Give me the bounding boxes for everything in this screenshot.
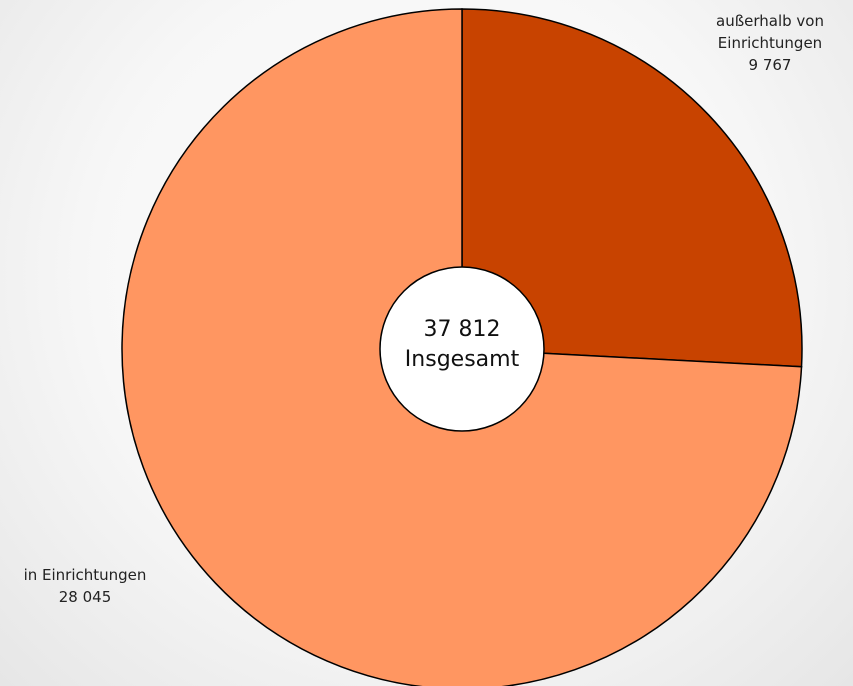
value-label: 9 767 xyxy=(748,56,792,74)
center-total: 37 812 xyxy=(423,317,501,342)
slice-label: in Einrichtungen 28 045 xyxy=(5,564,165,608)
center-caption: Insgesamt xyxy=(404,347,520,372)
category-label: in Einrichtungen xyxy=(23,566,147,584)
category-label: außerhalb von Einrichtungen xyxy=(716,12,824,52)
center-hole xyxy=(379,266,545,432)
pie-slice xyxy=(461,8,803,368)
slice-label: außerhalb von Einrichtungen 9 767 xyxy=(690,10,850,76)
value-label: 28 045 xyxy=(58,588,112,606)
center-label: 37 812 Insgesamt xyxy=(382,315,542,375)
